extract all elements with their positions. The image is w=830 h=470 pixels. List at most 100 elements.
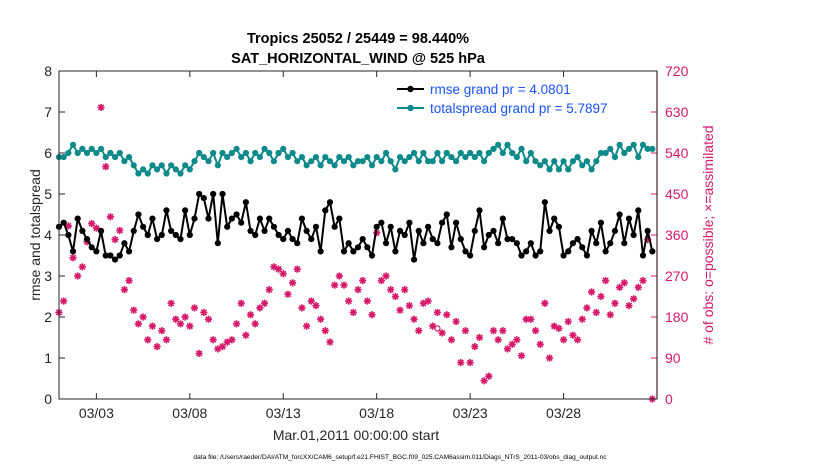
rmse-point — [635, 207, 642, 214]
obs-assimilated-point — [251, 320, 259, 328]
obs-assimilated-point — [172, 315, 180, 323]
y-tick-label-left: 2 — [44, 309, 52, 325]
obs-assimilated-point — [527, 315, 535, 323]
rmse-point — [467, 252, 474, 259]
y-tick-label-left: 6 — [44, 145, 52, 161]
spread-point — [649, 145, 656, 152]
rmse-point — [191, 215, 198, 222]
spread-point — [177, 170, 184, 177]
spread-point — [621, 149, 628, 157]
spread-point — [139, 166, 147, 173]
rmse-point — [280, 236, 287, 243]
spread-point — [644, 145, 651, 152]
rmse-point — [312, 223, 320, 230]
spread-point — [200, 154, 207, 161]
rmse-point — [401, 231, 408, 239]
obs-assimilated-point — [401, 286, 409, 294]
obs-assimilated-point — [265, 286, 273, 294]
obs-assimilated-point — [148, 322, 157, 330]
rmse-point — [79, 227, 86, 234]
spread-point — [424, 158, 432, 165]
obs-assimilated-point — [209, 336, 217, 344]
obs-assimilated-point — [639, 276, 647, 285]
rmse-point — [555, 223, 562, 230]
obs-assimilated-point — [74, 272, 82, 280]
x-tick-label: 03/28 — [546, 405, 581, 421]
obs-assimilated-point — [452, 317, 460, 326]
rmse-point — [317, 248, 324, 255]
spread-point — [247, 158, 254, 165]
chart-title-line2: SAT_HORIZONTAL_WIND @ 525 hPa — [231, 51, 486, 67]
rmse-point — [261, 227, 268, 234]
rmse-point — [499, 215, 506, 222]
obs-assimilated-point — [569, 331, 577, 339]
legend: rmse grand pr = 4.0801 totalspread grand… — [392, 77, 650, 119]
rmse-point — [607, 240, 614, 247]
spread-point — [401, 158, 408, 165]
rmse-point — [438, 219, 446, 226]
legend-box — [392, 77, 650, 119]
spread-point — [219, 149, 226, 157]
spread-point — [275, 149, 282, 157]
rmse-point — [97, 227, 105, 234]
rmse-point — [144, 231, 151, 239]
y-tick-label-left: 1 — [44, 350, 52, 366]
spread-point — [186, 166, 193, 173]
spread-point — [158, 162, 165, 169]
spread-point — [448, 154, 455, 161]
obs-assimilated-point — [597, 292, 605, 301]
obs-assimilated-point — [307, 297, 315, 305]
rmse-point — [639, 252, 647, 259]
rmse-point — [518, 252, 525, 259]
rmse-point — [546, 227, 553, 234]
spread-point — [88, 145, 95, 152]
spread-point — [60, 154, 67, 161]
spread-point — [322, 154, 329, 161]
obs-possible-point — [434, 325, 441, 332]
obs-assimilated-point — [396, 306, 404, 314]
rmse-point — [177, 236, 184, 243]
rmse-point — [298, 215, 306, 222]
spread-point — [471, 154, 478, 161]
rmse-point — [224, 223, 231, 230]
obs-assimilated-point — [60, 297, 68, 305]
obs-assimilated-point — [494, 336, 502, 344]
spread-point — [266, 149, 273, 157]
spread-point — [256, 154, 263, 161]
y-tick-label-left: 0 — [44, 391, 52, 407]
spread-point — [359, 158, 366, 165]
obs-assimilated-point — [531, 327, 540, 335]
obs-assimilated-point — [116, 226, 124, 235]
spread-point — [443, 149, 450, 157]
obs-assimilated-point — [485, 372, 493, 380]
spread-point — [630, 141, 637, 148]
obs-assimilated-point — [573, 336, 582, 344]
obs-assimilated-point — [625, 302, 633, 310]
spread-point — [462, 154, 469, 161]
spread-point — [588, 166, 595, 173]
obs-assimilated-point — [111, 235, 119, 244]
spread-point — [182, 162, 189, 169]
spread-point — [228, 149, 235, 157]
rmse-point — [434, 240, 441, 247]
obs-assimilated-point — [382, 272, 390, 280]
y-tick-label-right: 450 — [665, 186, 689, 202]
spread-point — [625, 145, 633, 152]
spread-point — [205, 158, 212, 165]
obs-assimilated-point — [134, 320, 143, 328]
rmse-point — [205, 215, 212, 222]
obs-assimilated-point — [457, 358, 465, 367]
obs-assimilated-point — [167, 299, 175, 307]
obs-assimilated-point — [246, 311, 255, 319]
obs-assimilated-point — [592, 308, 600, 317]
rmse-point — [523, 248, 530, 255]
spread-point — [172, 166, 179, 173]
rmse-point — [495, 240, 502, 247]
obs-assimilated-point — [303, 322, 311, 330]
spread-point — [79, 145, 86, 152]
rmse-point — [149, 215, 156, 222]
obs-assimilated-point — [92, 224, 100, 232]
rmse-point — [490, 227, 497, 234]
obs-assimilated-point — [69, 254, 77, 262]
rmse-point — [359, 236, 366, 243]
